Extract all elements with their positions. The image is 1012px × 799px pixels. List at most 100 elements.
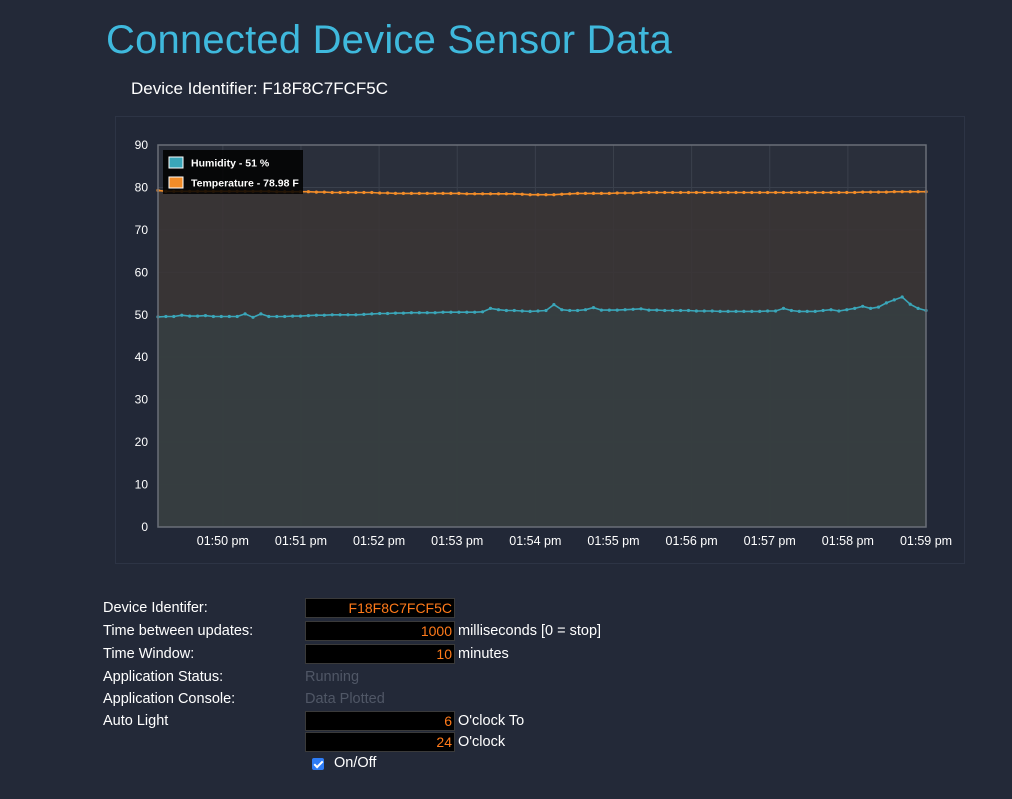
data-point	[900, 190, 904, 194]
data-point	[789, 308, 794, 313]
on-off-checkbox[interactable]	[312, 758, 324, 770]
data-point	[259, 312, 263, 316]
data-point	[520, 309, 524, 313]
data-point	[647, 190, 651, 195]
data-point	[607, 308, 611, 312]
auto-light-from-input[interactable]	[305, 711, 455, 731]
data-point	[488, 306, 493, 310]
data-point	[742, 190, 746, 195]
y-tick-label: 50	[135, 308, 149, 322]
data-point	[869, 306, 873, 310]
data-point	[370, 190, 374, 195]
data-point	[188, 314, 192, 318]
app-console-label: Application Console:	[103, 691, 236, 707]
auto-light-to-unit: O'clock	[458, 734, 506, 750]
data-point	[235, 314, 239, 319]
data-point	[504, 192, 508, 196]
data-point	[829, 190, 833, 195]
data-point	[219, 314, 223, 319]
sensor-chart[interactable]: 0 10 20 30 40 50 60 70 80 90 01:50 pm 01:51 pm 01:52…	[116, 117, 966, 565]
y-tick-label: 80	[135, 180, 149, 194]
legend-box	[163, 150, 303, 194]
data-point	[758, 190, 762, 195]
data-point	[845, 190, 849, 195]
data-point	[425, 191, 429, 195]
data-point	[172, 314, 176, 319]
data-point	[774, 190, 778, 195]
data-point	[457, 191, 461, 195]
data-point	[837, 190, 841, 195]
data-point	[710, 309, 714, 313]
data-point	[496, 192, 501, 196]
data-point	[845, 308, 849, 312]
data-point	[655, 308, 659, 312]
y-tick-label: 70	[135, 223, 149, 237]
device-id-input[interactable]	[305, 598, 455, 618]
data-point	[291, 314, 295, 318]
data-point	[726, 190, 730, 195]
data-point	[512, 192, 516, 196]
auto-light-from-unit: O'clock To	[458, 713, 525, 729]
data-point	[243, 312, 247, 316]
data-point	[370, 312, 374, 316]
data-point	[892, 298, 896, 302]
x-tick-label: 01:57 pm	[744, 534, 796, 548]
data-point	[591, 306, 596, 310]
device-identifier-prefix: Device Identifier:	[131, 79, 263, 98]
data-point	[607, 191, 611, 195]
data-point	[196, 314, 200, 318]
data-point	[861, 190, 865, 194]
data-point	[679, 308, 683, 313]
data-point	[180, 313, 184, 317]
data-point	[702, 309, 706, 313]
x-tick-label: 01:59 pm	[900, 534, 952, 548]
series-area-0	[158, 297, 926, 527]
data-point	[283, 314, 287, 319]
data-point	[908, 302, 912, 306]
data-point	[663, 190, 667, 195]
data-point	[639, 190, 643, 195]
data-point	[465, 192, 469, 196]
data-point	[781, 306, 786, 310]
data-point	[813, 190, 817, 195]
data-point	[386, 311, 390, 316]
data-point	[536, 193, 540, 197]
data-point	[829, 308, 833, 312]
data-point	[774, 309, 778, 313]
update-interval-input[interactable]	[305, 621, 455, 641]
data-point	[821, 190, 825, 195]
data-point	[663, 308, 667, 313]
auto-light-to-input[interactable]	[305, 732, 455, 752]
data-point	[322, 313, 326, 317]
data-point	[203, 314, 208, 318]
data-point	[766, 309, 770, 313]
data-point	[599, 191, 603, 195]
data-point	[623, 191, 627, 195]
x-tick-label: 01:50 pm	[197, 534, 249, 548]
time-window-label: Time Window:	[103, 646, 195, 662]
data-point	[338, 190, 342, 195]
data-point	[164, 314, 168, 319]
data-point	[433, 191, 437, 195]
app-console-value: Data Plotted	[305, 691, 385, 707]
data-point	[591, 191, 596, 195]
data-point	[520, 192, 524, 196]
data-point	[884, 301, 889, 305]
data-point	[473, 310, 477, 314]
data-point	[378, 191, 382, 195]
data-point	[671, 308, 675, 313]
time-window-input[interactable]	[305, 644, 455, 664]
data-point	[544, 193, 548, 197]
data-point	[805, 190, 809, 195]
data-point	[789, 190, 794, 195]
update-interval-unit: milliseconds [0 = stop]	[458, 623, 602, 639]
x-tick-label: 01:55 pm	[587, 534, 639, 548]
data-point	[583, 308, 588, 312]
data-point	[742, 309, 746, 313]
x-tick-label: 01:58 pm	[822, 534, 874, 548]
legend-swatch	[168, 176, 184, 189]
data-point	[481, 310, 485, 314]
data-point	[639, 307, 643, 311]
data-point	[655, 190, 659, 195]
plot-border	[157, 144, 927, 528]
